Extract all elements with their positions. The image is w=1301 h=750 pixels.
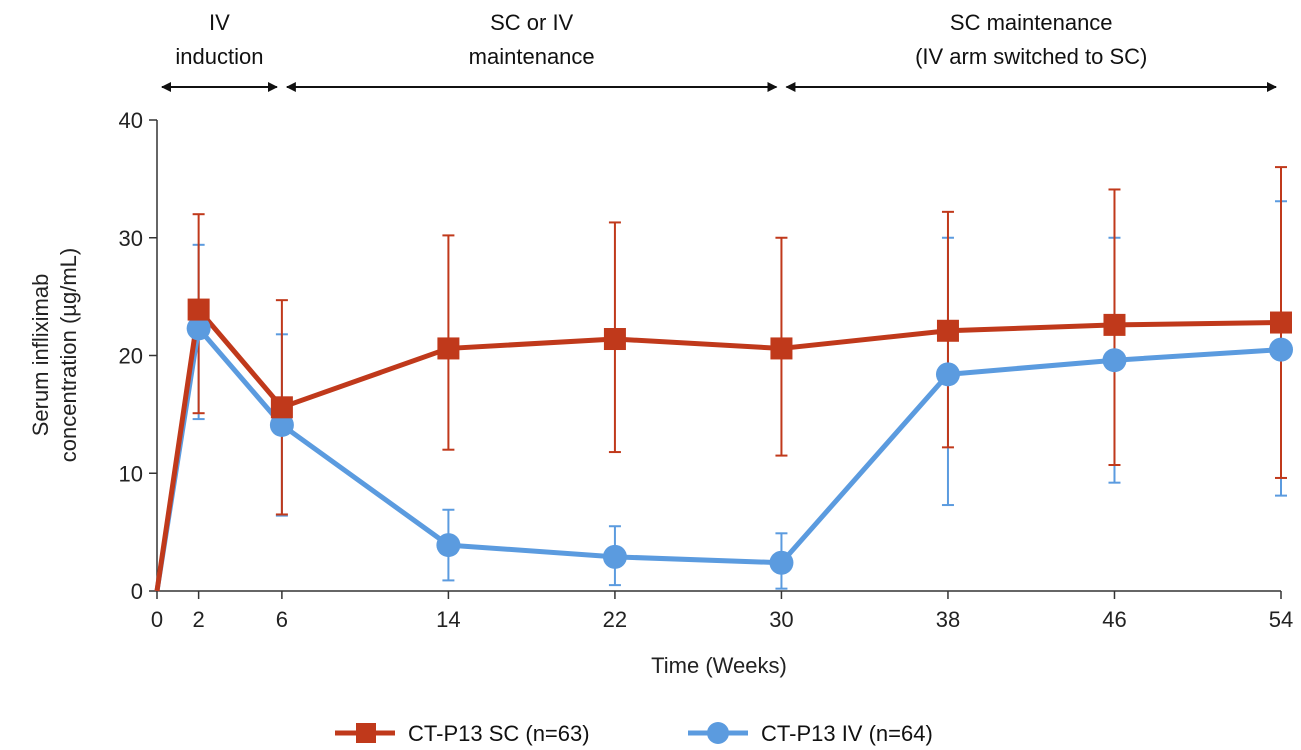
y-axis-label-line-1: Serum infliximab <box>28 274 53 437</box>
data-point-sc <box>187 298 210 321</box>
data-point-iv <box>769 550 794 575</box>
y-tick-label: 0 <box>131 579 143 604</box>
x-ticks: 0 2 6 14 22 30 38 46 54 <box>151 591 1293 632</box>
phase-label: SC or IV <box>490 10 573 35</box>
data-point-sc <box>1270 311 1292 334</box>
legend-swatch-marker-iv <box>707 722 729 744</box>
data-point-iv <box>1102 348 1127 373</box>
x-tick-label: 46 <box>1102 607 1126 632</box>
x-tick-label: 38 <box>936 607 960 632</box>
data-point-sc <box>936 319 959 342</box>
legend-item-iv: CT-P13 IV (n=64) <box>688 721 933 746</box>
data-point-sc <box>437 337 460 360</box>
x-tick-label: 54 <box>1269 607 1293 632</box>
y-ticks: 0 10 20 30 40 <box>119 108 157 604</box>
x-tick-label: 0 <box>151 607 163 632</box>
x-tick-label: 30 <box>769 607 793 632</box>
legend-label-sc: CT-P13 SC (n=63) <box>408 721 590 746</box>
legend: CT-P13 SC (n=63) CT-P13 IV (n=64) <box>335 721 933 746</box>
data-point-iv <box>269 412 294 437</box>
legend-label-iv: CT-P13 IV (n=64) <box>761 721 933 746</box>
x-tick-label: 2 <box>193 607 205 632</box>
error-bars <box>192 166 1287 590</box>
data-point-iv <box>186 316 211 341</box>
x-axis-label: Time (Weeks) <box>651 653 787 678</box>
phase-label: maintenance <box>469 44 595 69</box>
data-point-sc <box>603 328 626 351</box>
data-point-sc <box>270 396 293 419</box>
y-tick-label: 40 <box>119 108 143 133</box>
y-axis-label: Serum infliximab concentration (µg/mL) <box>28 248 81 462</box>
data-point-iv <box>1269 337 1293 362</box>
data-point-iv <box>935 362 960 387</box>
x-tick-label: 6 <box>276 607 288 632</box>
phase-label: IV <box>209 10 230 35</box>
y-tick-label: 30 <box>119 226 143 251</box>
y-axis-label-line-2: concentration (µg/mL) <box>56 248 81 462</box>
phase-label: SC maintenance <box>950 10 1113 35</box>
legend-item-sc: CT-P13 SC (n=63) <box>335 721 590 746</box>
phase-annotations: IV induction SC or IV maintenance SC mainten… <box>161 10 1277 92</box>
phase-label: induction <box>175 44 263 69</box>
series-markers <box>186 298 1293 575</box>
legend-swatch-marker-sc <box>356 723 376 743</box>
y-tick-label: 20 <box>119 344 143 369</box>
data-point-iv <box>436 533 461 558</box>
phase-label: (IV arm switched to SC) <box>915 44 1147 69</box>
x-tick-label: 14 <box>436 607 460 632</box>
data-point-sc <box>770 337 793 360</box>
x-tick-label: 22 <box>603 607 627 632</box>
y-tick-label: 10 <box>119 461 143 486</box>
data-point-iv <box>602 544 627 569</box>
data-point-sc <box>1103 313 1126 336</box>
